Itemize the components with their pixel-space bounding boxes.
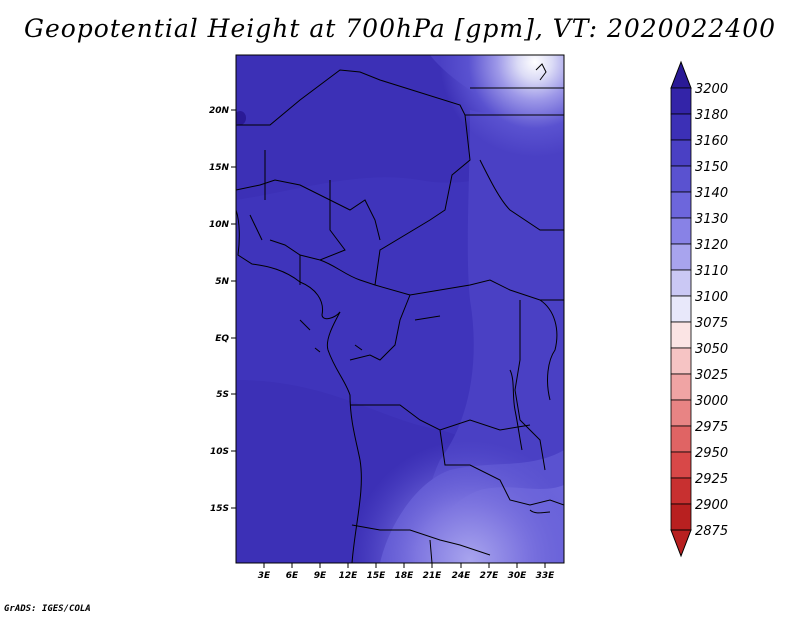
colorbar: 3200 3180 3160 3150 3140 3130 3120 3110 3100 3075… <box>670 60 728 558</box>
colorbar-swatch <box>670 321 692 349</box>
colorbar-level-label: 2950 <box>695 446 728 461</box>
lon-label-27e: 27E <box>480 571 500 581</box>
colorbar-level-label: 3200 <box>695 82 728 97</box>
colorbar-level-label: 3100 <box>695 290 728 305</box>
colorbar-level-label: 3130 <box>695 212 728 227</box>
east-borders <box>479 159 564 231</box>
colorbar-swatch <box>670 347 692 375</box>
colorbar-top-arrow <box>670 60 692 89</box>
colorbar-swatch <box>670 139 692 167</box>
lon-label-18e: 18E <box>395 571 415 581</box>
colorbar-bottom-arrow <box>670 529 692 558</box>
map-frame <box>235 54 565 564</box>
colorbar-level-label: 2975 <box>695 420 728 435</box>
coast-islands <box>299 315 441 353</box>
colorbar-level-label: 3025 <box>695 368 728 383</box>
colorbar-level-label: 3075 <box>695 316 728 331</box>
congo-borders <box>349 294 411 361</box>
west-minor-borders <box>249 150 266 241</box>
colorbar-level-label: 3050 <box>695 342 728 357</box>
colorbar-swatch <box>670 113 692 141</box>
lon-label-12e: 12E <box>339 571 359 581</box>
colorbar-swatch <box>670 269 692 297</box>
lat-axis: 20N 15N 10N 5N EQ 5S 10S 15S <box>209 106 236 514</box>
lat-label-10s: 10S <box>210 447 229 457</box>
height-field <box>236 55 564 563</box>
colorbar-level-label: 3120 <box>695 238 728 253</box>
colorbar-level-label: 3150 <box>695 160 728 175</box>
sahel-borders <box>236 69 471 286</box>
colorbar-level-label: 3140 <box>695 186 728 201</box>
chart-title: Geopotential Height at 700hPa [gpm], VT:… <box>23 14 777 43</box>
lat-label-eq: EQ <box>215 334 229 344</box>
colorbar-swatch <box>670 87 692 115</box>
colorbar-swatch <box>670 191 692 219</box>
colorbar-swatch <box>670 373 692 401</box>
colorbar-swatch <box>670 243 692 271</box>
colorbar-swatch <box>670 165 692 193</box>
colorbar-swatch <box>670 477 692 505</box>
central-borders <box>319 259 564 301</box>
contour-3170-spot <box>236 111 246 125</box>
central-west-coast <box>326 311 362 563</box>
lat-label-15s: 15S <box>210 504 229 514</box>
colorbar-swatch <box>670 399 692 427</box>
lake-malawi <box>529 509 551 514</box>
lat-label-10n: 10N <box>209 220 230 230</box>
lat-label-5n: 5N <box>215 277 229 287</box>
lon-label-3e: 3E <box>258 571 271 581</box>
colorbar-level-label: 2900 <box>695 498 728 513</box>
lon-label-33e: 33E <box>536 571 556 581</box>
lon-label-30e: 30E <box>508 571 528 581</box>
colorbar-swatch <box>670 295 692 323</box>
lon-label-24e: 24E <box>452 571 472 581</box>
colorbar-level-label: 3160 <box>695 134 728 149</box>
lake-victoria <box>539 299 558 401</box>
sinai <box>535 63 547 81</box>
colorbar-swatch <box>670 425 692 453</box>
lat-label-5s: 5S <box>216 390 229 400</box>
lon-label-21e: 21E <box>423 571 443 581</box>
colorbar-level-label: 3000 <box>695 394 728 409</box>
northeast-high <box>236 55 564 563</box>
colorbar-level-label: 3110 <box>695 264 728 279</box>
southern-borders-c <box>351 524 491 563</box>
egypt-sudan-borders <box>465 87 564 116</box>
lat-label-20n: 20N <box>209 106 230 116</box>
lon-label-9e: 9E <box>314 571 327 581</box>
grads-credit: GrADS: IGES/COLA <box>4 604 91 614</box>
lon-label-15e: 15E <box>367 571 387 581</box>
colorbar-swatch <box>670 503 692 531</box>
lon-axis: 3E 6E 9E 12E 15E 18E 21E 24E 27E 30E 33E <box>258 563 555 581</box>
colorbar-level-label: 2925 <box>695 472 728 487</box>
colorbar-level-label: 2875 <box>695 524 728 539</box>
lat-label-15n: 15N <box>209 163 230 173</box>
coastlines-borders <box>236 63 564 563</box>
colorbar-swatch <box>670 451 692 479</box>
rift-borders <box>514 300 546 471</box>
colorbar-level-label: 3180 <box>695 108 728 123</box>
lon-label-6e: 6E <box>286 571 299 581</box>
lake-tanganyika <box>509 369 523 451</box>
nigeria-borders <box>269 180 346 285</box>
colorbar-swatch <box>670 217 692 245</box>
southern-borders-b <box>439 429 564 506</box>
